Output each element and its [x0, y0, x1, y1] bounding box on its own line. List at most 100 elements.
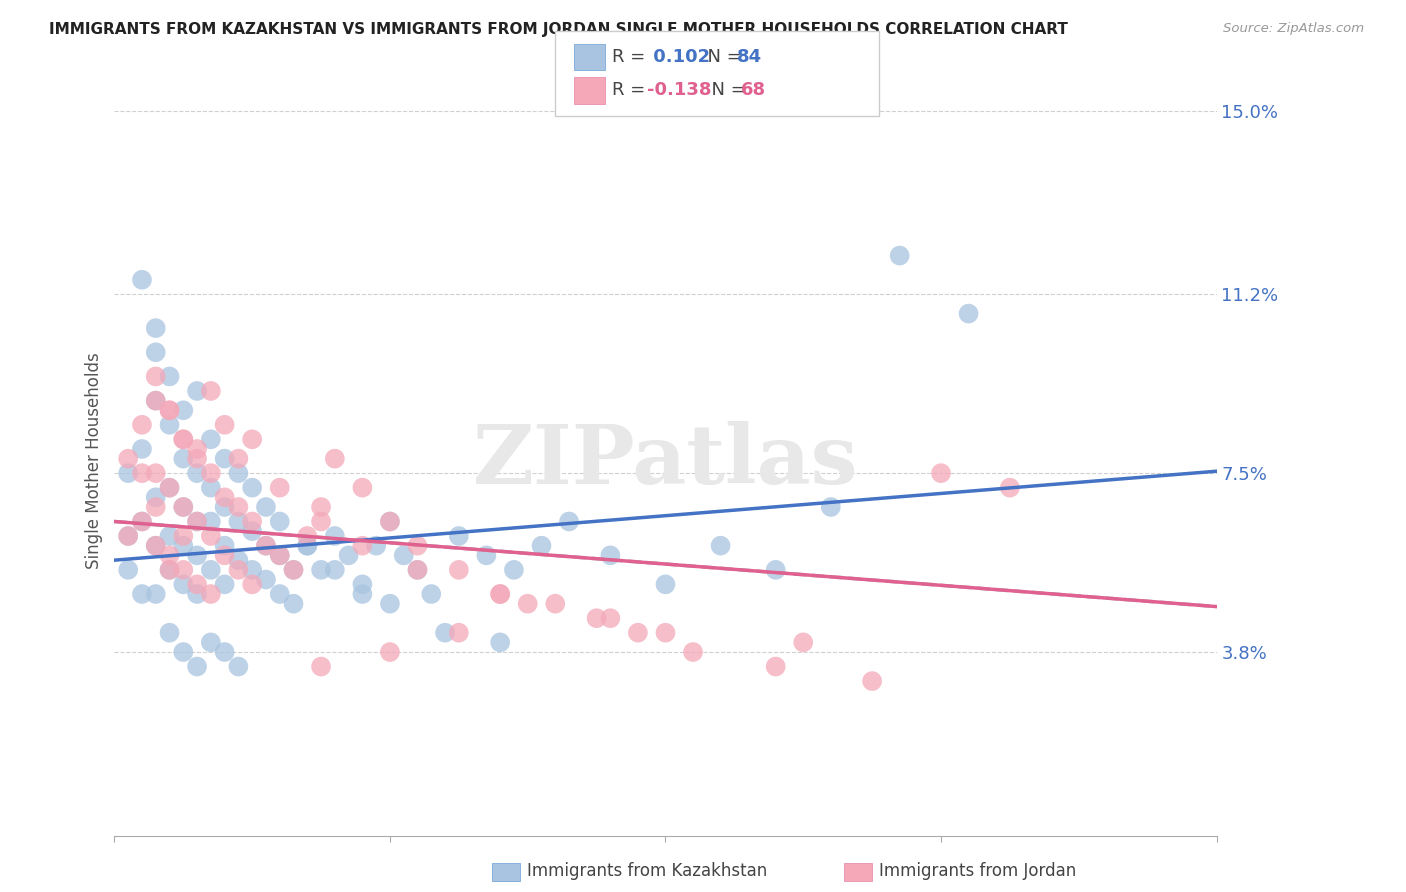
Point	[214, 539, 236, 553]
Point	[145, 321, 167, 335]
Point	[627, 625, 650, 640]
Point	[337, 549, 360, 563]
Point	[447, 625, 470, 640]
Point	[240, 481, 263, 495]
Point	[998, 481, 1021, 495]
Point	[172, 539, 194, 553]
Point	[240, 515, 263, 529]
Point	[200, 481, 222, 495]
Point	[200, 384, 222, 398]
Point	[172, 432, 194, 446]
Point	[186, 442, 208, 456]
Point	[957, 307, 980, 321]
Point	[309, 563, 332, 577]
Point	[159, 481, 181, 495]
Text: R =: R =	[612, 48, 651, 66]
Point	[240, 524, 263, 538]
Point	[186, 384, 208, 398]
Point	[200, 466, 222, 480]
Text: 68: 68	[741, 81, 766, 99]
Point	[378, 515, 401, 529]
Point	[159, 529, 181, 543]
Point	[929, 466, 952, 480]
Text: Immigrants from Jordan: Immigrants from Jordan	[879, 863, 1076, 880]
Point	[654, 625, 676, 640]
Point	[145, 369, 167, 384]
Point	[254, 573, 277, 587]
Text: Immigrants from Kazakhstan: Immigrants from Kazakhstan	[527, 863, 768, 880]
Point	[228, 659, 250, 673]
Point	[131, 515, 153, 529]
Point	[131, 417, 153, 432]
Point	[254, 539, 277, 553]
Point	[323, 529, 346, 543]
Point	[475, 549, 498, 563]
Point	[654, 577, 676, 591]
Point	[214, 417, 236, 432]
Point	[131, 515, 153, 529]
Point	[117, 529, 139, 543]
Text: IMMIGRANTS FROM KAZAKHSTAN VS IMMIGRANTS FROM JORDAN SINGLE MOTHER HOUSEHOLDS CO: IMMIGRANTS FROM KAZAKHSTAN VS IMMIGRANTS…	[49, 22, 1069, 37]
Point	[214, 577, 236, 591]
Point	[240, 432, 263, 446]
Point	[765, 563, 787, 577]
Point	[145, 491, 167, 505]
Point	[392, 549, 415, 563]
Point	[117, 529, 139, 543]
Point	[172, 432, 194, 446]
Point	[406, 539, 429, 553]
Point	[765, 659, 787, 673]
Point	[214, 645, 236, 659]
Point	[269, 515, 291, 529]
Point	[682, 645, 704, 659]
Point	[200, 432, 222, 446]
Point	[200, 587, 222, 601]
Point	[172, 645, 194, 659]
Point	[503, 563, 526, 577]
Point	[352, 577, 374, 591]
Point	[283, 563, 305, 577]
Point	[254, 539, 277, 553]
Point	[214, 500, 236, 514]
Point	[214, 451, 236, 466]
Point	[145, 539, 167, 553]
Point	[159, 549, 181, 563]
Point	[283, 597, 305, 611]
Point	[352, 539, 374, 553]
Point	[309, 500, 332, 514]
Point	[860, 674, 883, 689]
Point	[792, 635, 814, 649]
Point	[489, 587, 512, 601]
Point	[159, 481, 181, 495]
Point	[117, 466, 139, 480]
Point	[172, 500, 194, 514]
Point	[530, 539, 553, 553]
Text: Source: ZipAtlas.com: Source: ZipAtlas.com	[1223, 22, 1364, 36]
Text: -0.138: -0.138	[647, 81, 711, 99]
Point	[200, 563, 222, 577]
Point	[131, 587, 153, 601]
Point	[200, 635, 222, 649]
Point	[406, 563, 429, 577]
Point	[186, 451, 208, 466]
Point	[172, 500, 194, 514]
Point	[240, 563, 263, 577]
Point	[228, 451, 250, 466]
Point	[228, 563, 250, 577]
Text: 84: 84	[737, 48, 762, 66]
Point	[172, 451, 194, 466]
Point	[889, 249, 911, 263]
Point	[186, 577, 208, 591]
Point	[378, 597, 401, 611]
Text: ZIPatlas: ZIPatlas	[472, 421, 858, 501]
Point	[214, 491, 236, 505]
Point	[254, 500, 277, 514]
Point	[269, 587, 291, 601]
Point	[159, 369, 181, 384]
Point	[145, 393, 167, 408]
Point	[599, 549, 621, 563]
Point	[228, 553, 250, 567]
Point	[200, 529, 222, 543]
Point	[159, 563, 181, 577]
Point	[447, 529, 470, 543]
